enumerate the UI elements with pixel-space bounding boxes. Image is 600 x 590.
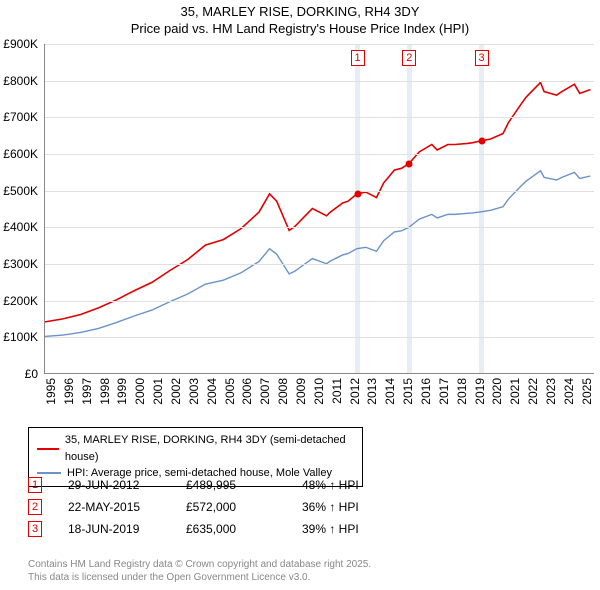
y-axis-label: £600K — [0, 147, 38, 161]
y-axis-label: £800K — [0, 74, 38, 88]
y-axis-label: £500K — [0, 184, 38, 198]
line-series — [45, 44, 594, 373]
sale-marker: 1 — [351, 50, 365, 66]
y-axis-label: £0 — [0, 367, 38, 381]
y-axis-label: £700K — [0, 110, 38, 124]
y-axis-label: £900K — [0, 37, 38, 51]
sale-number: 1 — [28, 477, 42, 493]
chart-area: 1 2 3 £0 £100K £200K £300K £400K £500K £600K £700… — [0, 38, 600, 418]
sale-pct: 36% ↑ HPI — [302, 500, 359, 514]
sale-date: 22-MAY-2015 — [68, 500, 160, 514]
footer-attribution: Contains HM Land Registry data © Crown c… — [28, 558, 371, 584]
y-axis-label: £300K — [0, 257, 38, 271]
footer-line-2: This data is licensed under the Open Gov… — [28, 571, 371, 584]
sales-table: 1 29-JUN-2012 £489,995 48% ↑ HPI 2 22-MAY-201… — [28, 474, 359, 540]
sale-number: 2 — [28, 499, 42, 515]
sale-point-dot — [406, 161, 413, 168]
sale-number: 3 — [28, 521, 42, 537]
chart-title-1: 35, MARLEY RISE, DORKING, RH4 3DY — [0, 0, 600, 21]
sale-pct: 48% ↑ HPI — [302, 478, 359, 492]
sale-price: £489,995 — [186, 478, 276, 492]
sale-date: 18-JUN-2019 — [68, 522, 160, 536]
y-axis-label: £400K — [0, 220, 38, 234]
sale-price: £572,000 — [186, 500, 276, 514]
sale-marker: 2 — [402, 50, 416, 66]
sale-point-dot — [354, 191, 361, 198]
series-line — [45, 171, 590, 337]
sale-row: 2 22-MAY-2015 £572,000 36% ↑ HPI — [28, 496, 359, 518]
sale-row: 3 18-JUN-2019 £635,000 39% ↑ HPI — [28, 518, 359, 540]
legend-swatch — [37, 448, 59, 450]
sale-marker: 3 — [475, 50, 489, 66]
sale-point-dot — [478, 138, 485, 145]
sale-pct: 39% ↑ HPI — [302, 522, 359, 536]
sale-row: 1 29-JUN-2012 £489,995 48% ↑ HPI — [28, 474, 359, 496]
x-axis-label: 2025 — [580, 378, 600, 408]
chart-title-2: Price paid vs. HM Land Registry's House … — [0, 21, 600, 36]
sale-date: 29-JUN-2012 — [68, 478, 160, 492]
legend-label: 35, MARLEY RISE, DORKING, RH4 3DY (semi-… — [65, 432, 354, 465]
y-axis-label: £100K — [0, 330, 38, 344]
footer-line-1: Contains HM Land Registry data © Crown c… — [28, 558, 371, 571]
legend-item: 35, MARLEY RISE, DORKING, RH4 3DY (semi-… — [37, 432, 354, 465]
y-axis-label: £200K — [0, 294, 38, 308]
sale-price: £635,000 — [186, 522, 276, 536]
plot-area: 1 2 3 — [44, 44, 594, 374]
